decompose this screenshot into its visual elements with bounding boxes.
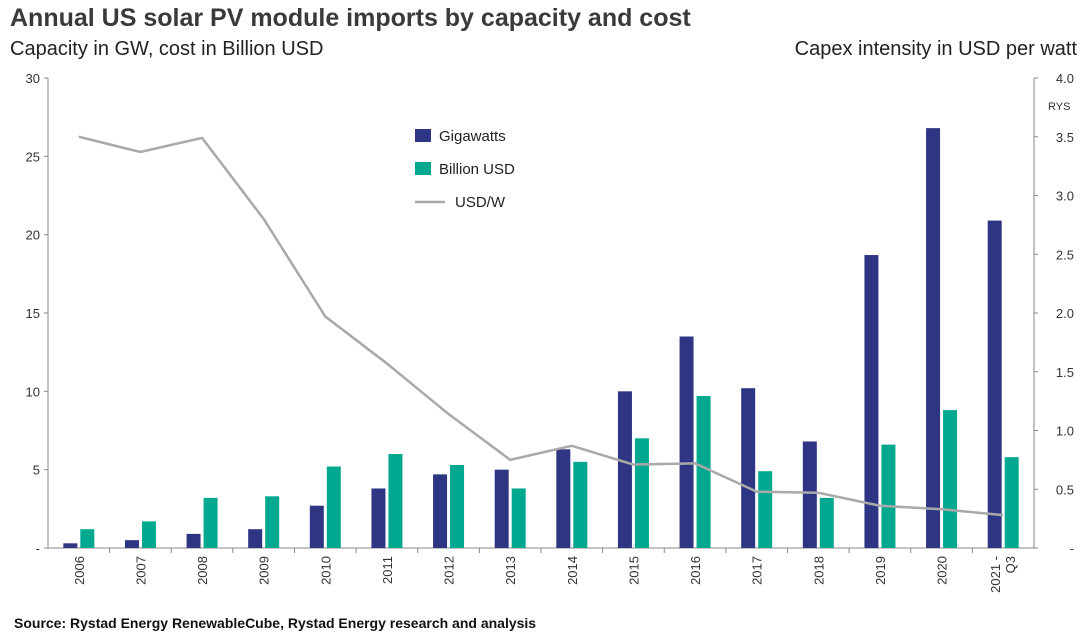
x-tick-label: 2011 xyxy=(380,556,395,584)
bar-billion-usd xyxy=(388,454,403,548)
bar-billion-usd xyxy=(326,466,341,548)
left-tick-label: 30 xyxy=(26,71,40,86)
x-tick-label: 2013 xyxy=(503,556,518,585)
bar-gigawatts xyxy=(741,388,756,548)
x-tick-text: 2015 xyxy=(626,556,641,585)
x-tick-text: 2019 xyxy=(873,556,888,585)
bar-billion-usd xyxy=(1004,457,1019,548)
left-tick-label: 5 xyxy=(33,463,40,478)
source-note: Source: Rystad Energy RenewableCube, Rys… xyxy=(14,615,537,631)
x-tick-label: 2020 xyxy=(935,556,950,585)
x-tick-label: 2006 xyxy=(72,556,87,585)
left-axis-subtitle: Capacity in GW, cost in Billion USD xyxy=(10,38,324,60)
x-tick-text: 2010 xyxy=(318,556,333,585)
legend-swatch-billion-usd xyxy=(415,162,431,175)
x-tick-label: 2010 xyxy=(318,556,333,585)
legend-swatch-gigawatts xyxy=(415,129,431,142)
bar-billion-usd xyxy=(881,444,896,548)
right-tick-label: 4.0 xyxy=(1056,71,1074,86)
bar-billion-usd xyxy=(634,438,649,548)
bar-gigawatts xyxy=(433,474,448,548)
x-tick-text: 2020 xyxy=(935,556,950,585)
x-tick-label: 2019 xyxy=(873,556,888,585)
bar-gigawatts xyxy=(494,469,509,548)
chart-legend: Gigawatts Billion USD USD/W xyxy=(415,128,515,211)
bar-billion-usd xyxy=(819,497,834,548)
left-tick-label: 20 xyxy=(26,228,40,243)
chart-bars xyxy=(63,128,1019,549)
left-tick-label: 10 xyxy=(26,384,40,399)
x-tick-label: 2016 xyxy=(688,556,703,585)
x-tick-text: 2006 xyxy=(72,556,87,585)
legend-label-gigawatts: Gigawatts xyxy=(439,128,506,145)
bar-gigawatts xyxy=(802,441,817,548)
bar-gigawatts xyxy=(186,533,201,548)
bar-billion-usd xyxy=(696,396,711,548)
x-tick-label: 2012 xyxy=(442,556,457,585)
bar-gigawatts xyxy=(309,505,324,548)
chart-line xyxy=(78,135,1004,517)
x-tick-text: 2018 xyxy=(811,556,826,585)
x-tick-label: 2007 xyxy=(133,556,148,585)
right-tick-label: 3.5 xyxy=(1056,130,1074,145)
x-tick-label: 2015 xyxy=(626,556,641,585)
x-tick-label: 2008 xyxy=(195,556,210,585)
x-tick-text: 2021 - xyxy=(988,556,1003,593)
x-tick-text: 2008 xyxy=(195,556,210,585)
left-tick-label: - xyxy=(36,541,40,556)
left-tick-label: 15 xyxy=(26,306,40,321)
x-tick-text: 2009 xyxy=(257,556,272,585)
right-tick-label: 1.0 xyxy=(1056,424,1074,439)
legend-label-billion-usd: Billion USD xyxy=(439,161,515,178)
right-axis-subtitle: Capex intensity in USD per watt xyxy=(794,38,1077,60)
bar-gigawatts xyxy=(63,543,78,548)
brand-mark: RYS xyxy=(1048,101,1070,113)
x-tick-text: 2016 xyxy=(688,556,703,585)
right-tick-label: - xyxy=(1070,541,1074,556)
bar-gigawatts xyxy=(864,255,879,549)
x-tick-text: 2007 xyxy=(133,556,148,585)
chart-axes: - 5 10 15 20 25 30 - 0.5 1.0 1.5 2.0 2.5 3.0 3.5 4.0 200… xyxy=(26,71,1074,593)
x-tick-label: 2014 xyxy=(565,556,580,585)
x-tick-text: 2011 xyxy=(380,556,395,584)
bar-billion-usd xyxy=(758,471,773,548)
bar-gigawatts xyxy=(679,336,694,548)
bar-billion-usd xyxy=(573,461,588,548)
bar-billion-usd xyxy=(203,497,218,548)
x-tick-text: 2017 xyxy=(750,556,765,585)
x-tick-label: 2021 - Q3 xyxy=(988,556,1018,593)
x-tick-text: 2012 xyxy=(442,556,457,585)
bar-gigawatts xyxy=(371,488,386,548)
bar-gigawatts xyxy=(987,220,1002,549)
left-tick-label: 25 xyxy=(26,149,40,164)
x-tick-text: Q3 xyxy=(1003,556,1018,573)
chart-title: Annual US solar PV module imports by cap… xyxy=(10,4,691,32)
x-tick-label: 2018 xyxy=(811,556,826,585)
line-usd-per-watt xyxy=(78,135,1004,517)
bar-billion-usd xyxy=(141,521,156,548)
x-tick-label: 2009 xyxy=(257,556,272,585)
right-tick-label: 3.0 xyxy=(1056,189,1074,204)
right-tick-label: 2.0 xyxy=(1056,306,1074,321)
bar-billion-usd xyxy=(80,529,95,548)
x-tick-text: 2014 xyxy=(565,556,580,585)
bar-billion-usd xyxy=(265,496,280,548)
bar-billion-usd xyxy=(511,488,526,548)
bar-gigawatts xyxy=(124,540,139,548)
bar-gigawatts xyxy=(248,529,263,548)
legend-label-usd-w: USD/W xyxy=(455,194,506,211)
bar-billion-usd xyxy=(943,410,958,548)
bar-billion-usd xyxy=(450,464,465,548)
bar-gigawatts xyxy=(926,128,941,548)
right-tick-label: 2.5 xyxy=(1056,247,1074,262)
right-tick-label: 0.5 xyxy=(1056,482,1074,497)
bar-gigawatts xyxy=(617,391,632,548)
x-tick-text: 2013 xyxy=(503,556,518,585)
right-tick-label: 1.5 xyxy=(1056,365,1074,380)
x-tick-label: 2017 xyxy=(750,556,765,585)
bar-gigawatts xyxy=(556,449,571,548)
